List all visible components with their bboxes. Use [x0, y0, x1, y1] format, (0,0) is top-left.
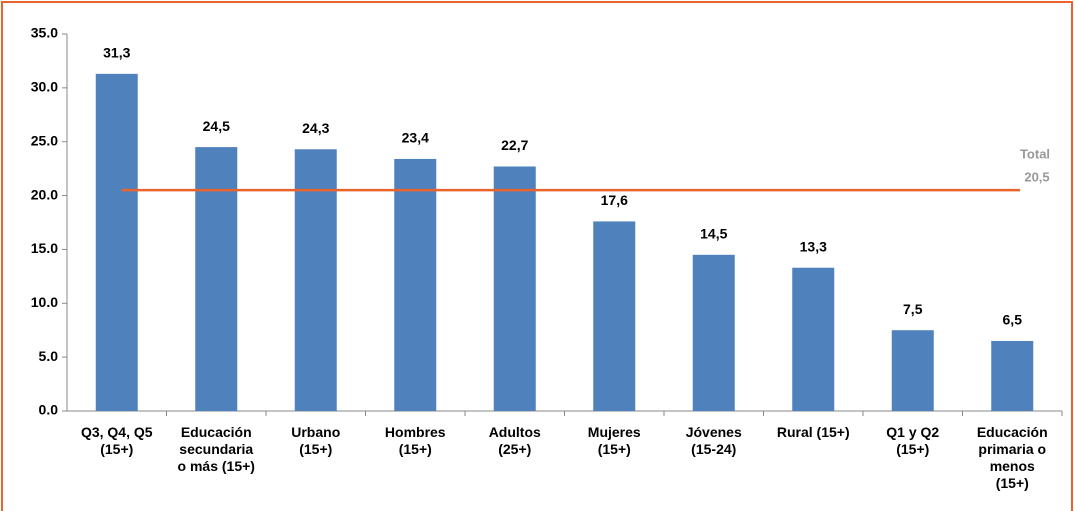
value-label: 7,5 [903, 301, 923, 317]
value-label: 22,7 [501, 137, 528, 153]
x-tick-label: Educación secundaria o más (15+) [178, 424, 255, 474]
x-tick-label: Rural (15+) [777, 424, 850, 440]
y-tick-label: 5.0 [39, 348, 59, 364]
x-tick-label: Q3, Q4, Q5 (15+) [81, 424, 153, 457]
value-label: 14,5 [700, 226, 727, 242]
value-label: 24,3 [302, 120, 329, 136]
bar [294, 149, 337, 412]
y-tick-label: 35.0 [31, 25, 58, 41]
x-tick-label: Jóvenes (15-24) [686, 424, 742, 457]
value-label: 17,6 [601, 192, 628, 208]
value-label: 6,5 [1003, 312, 1023, 328]
bar [593, 221, 636, 411]
x-tick-label: Mujeres (15+) [588, 424, 641, 457]
y-tick-label: 0.0 [39, 402, 59, 418]
value-label: 23,4 [402, 130, 429, 146]
y-tick-label: 15.0 [31, 240, 58, 256]
x-tick-label: Urbano (15+) [291, 424, 340, 457]
y-tick-label: 20.0 [31, 186, 58, 202]
bar [891, 330, 934, 411]
reference-value-label: 20,5 [1024, 169, 1049, 184]
bar [792, 267, 835, 411]
bar [991, 340, 1034, 411]
reference-label: Total [1020, 146, 1050, 161]
bar [493, 166, 536, 411]
y-tick-label: 25.0 [31, 132, 58, 148]
bar [195, 147, 238, 411]
y-tick-label: 10.0 [31, 294, 58, 310]
x-tick-label: Q1 y Q2 (15+) [886, 424, 939, 457]
x-tick-label: Educación primaria o menos (15+) [977, 424, 1048, 491]
y-tick-label: 30.0 [31, 79, 58, 95]
bar [95, 73, 138, 412]
bar [394, 158, 437, 411]
value-label: 31,3 [103, 45, 130, 61]
x-tick-label: Hombres (15+) [385, 424, 446, 457]
bar [692, 254, 735, 411]
value-label: 24,5 [203, 118, 230, 134]
x-tick-label: Adultos (25+) [489, 424, 541, 457]
value-label: 13,3 [800, 238, 827, 254]
